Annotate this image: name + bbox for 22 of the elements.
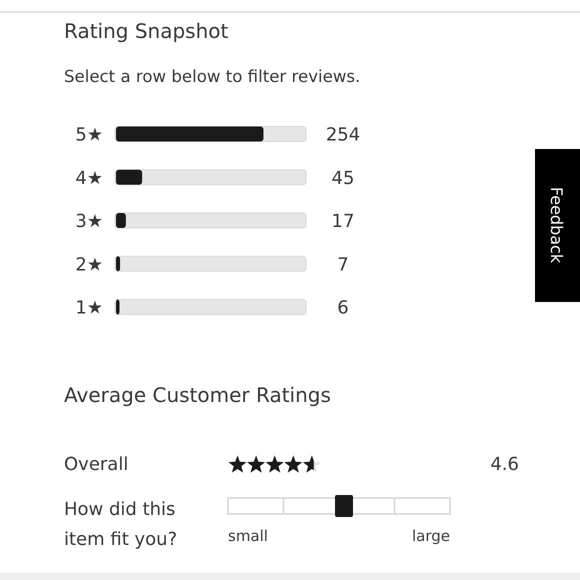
y-tick-label: 4★ [75,168,103,189]
y-tick-label: 1★ [75,298,103,318]
bar [116,213,126,228]
text: small [228,527,268,545]
bar [116,300,120,314]
chart-title: Rating Snapshot [64,19,228,43]
text: Average Customer Ratings [64,383,331,407]
data-label: 17 [332,211,354,232]
y-tick-label: 2★ [75,254,103,276]
data-label: 4.6 [490,454,519,475]
data-label: 6 [337,298,349,318]
text: large [412,527,450,545]
text: Feedback [547,186,566,264]
category-label: How did this item fit you? [64,499,178,550]
bar [116,170,142,185]
y-tick-label: 3★ [75,211,103,232]
category-label: Overall [64,454,128,475]
y-tick-label: 5★ [75,124,103,146]
data-label: 254 [326,124,360,146]
chart-subtitle: Select a row below to filter reviews. [64,67,360,86]
data-label: 7 [337,254,349,276]
data-label: 45 [332,168,354,189]
